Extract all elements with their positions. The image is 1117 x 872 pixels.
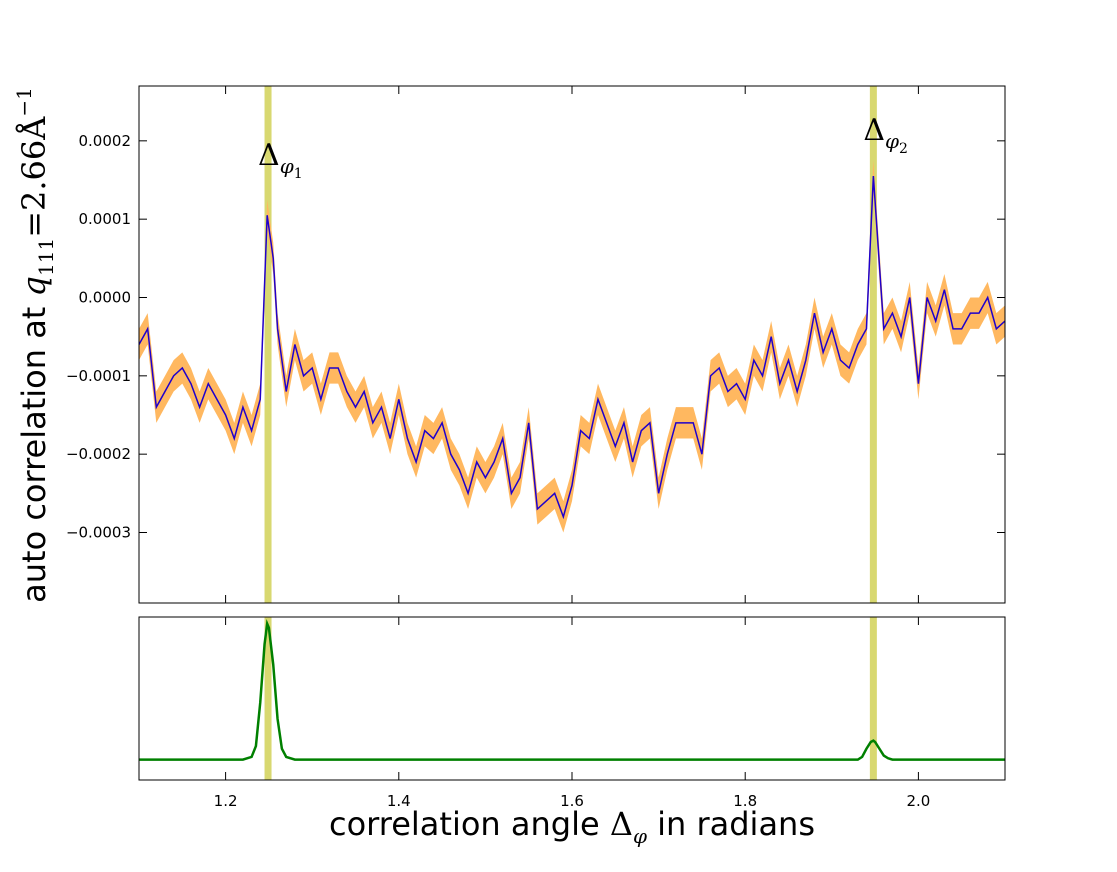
y-axis-label: auto correlation at q111=2.66Å−1 — [12, 87, 58, 603]
y-label-symbol: q — [15, 276, 53, 296]
annotation-symbol: Δ — [863, 113, 885, 148]
annotation-index: 1 — [294, 166, 303, 182]
y-tick-label: 0.0002 — [79, 132, 132, 150]
x-tick-label: 2.0 — [906, 792, 930, 810]
y-label-text: auto correlation at — [15, 296, 53, 602]
annotation: Δφ1 — [258, 138, 303, 182]
y-label-subscript: 111 — [34, 238, 58, 276]
annotation-symbol: Δ — [258, 138, 280, 173]
y-label-exponent: −1 — [12, 87, 36, 116]
x-label-text: in radians — [647, 805, 815, 843]
data-line — [139, 176, 1005, 520]
y-label-value: =2.66Å — [15, 116, 53, 238]
annotation-subscript: φ — [280, 154, 294, 178]
x-label-text: correlation angle — [329, 805, 610, 843]
plot-area — [139, 86, 1005, 603]
annotation-index: 2 — [899, 141, 908, 157]
y-tick-label: −0.0003 — [66, 524, 131, 542]
x-label-subscript: φ — [633, 824, 647, 848]
annotation: Δφ2 — [863, 113, 908, 157]
y-tick-label: 0.0001 — [79, 210, 132, 228]
y-tick-label: −0.0002 — [66, 445, 131, 463]
data-line — [139, 619, 1005, 761]
plot-area — [139, 617, 1005, 780]
x-tick-label: 1.2 — [214, 792, 238, 810]
y-tick-label: 0.0000 — [79, 289, 132, 307]
y-tick-label: −0.0001 — [66, 367, 131, 385]
x-axis-label: correlation angle Δφ in radians — [329, 805, 815, 848]
annotation-subscript: φ — [885, 129, 899, 153]
x-label-symbol: Δ — [610, 805, 633, 843]
x-tick-label: 1.8 — [733, 792, 757, 810]
x-tick-label: 1.6 — [560, 792, 584, 810]
x-tick-label: 1.4 — [387, 792, 411, 810]
